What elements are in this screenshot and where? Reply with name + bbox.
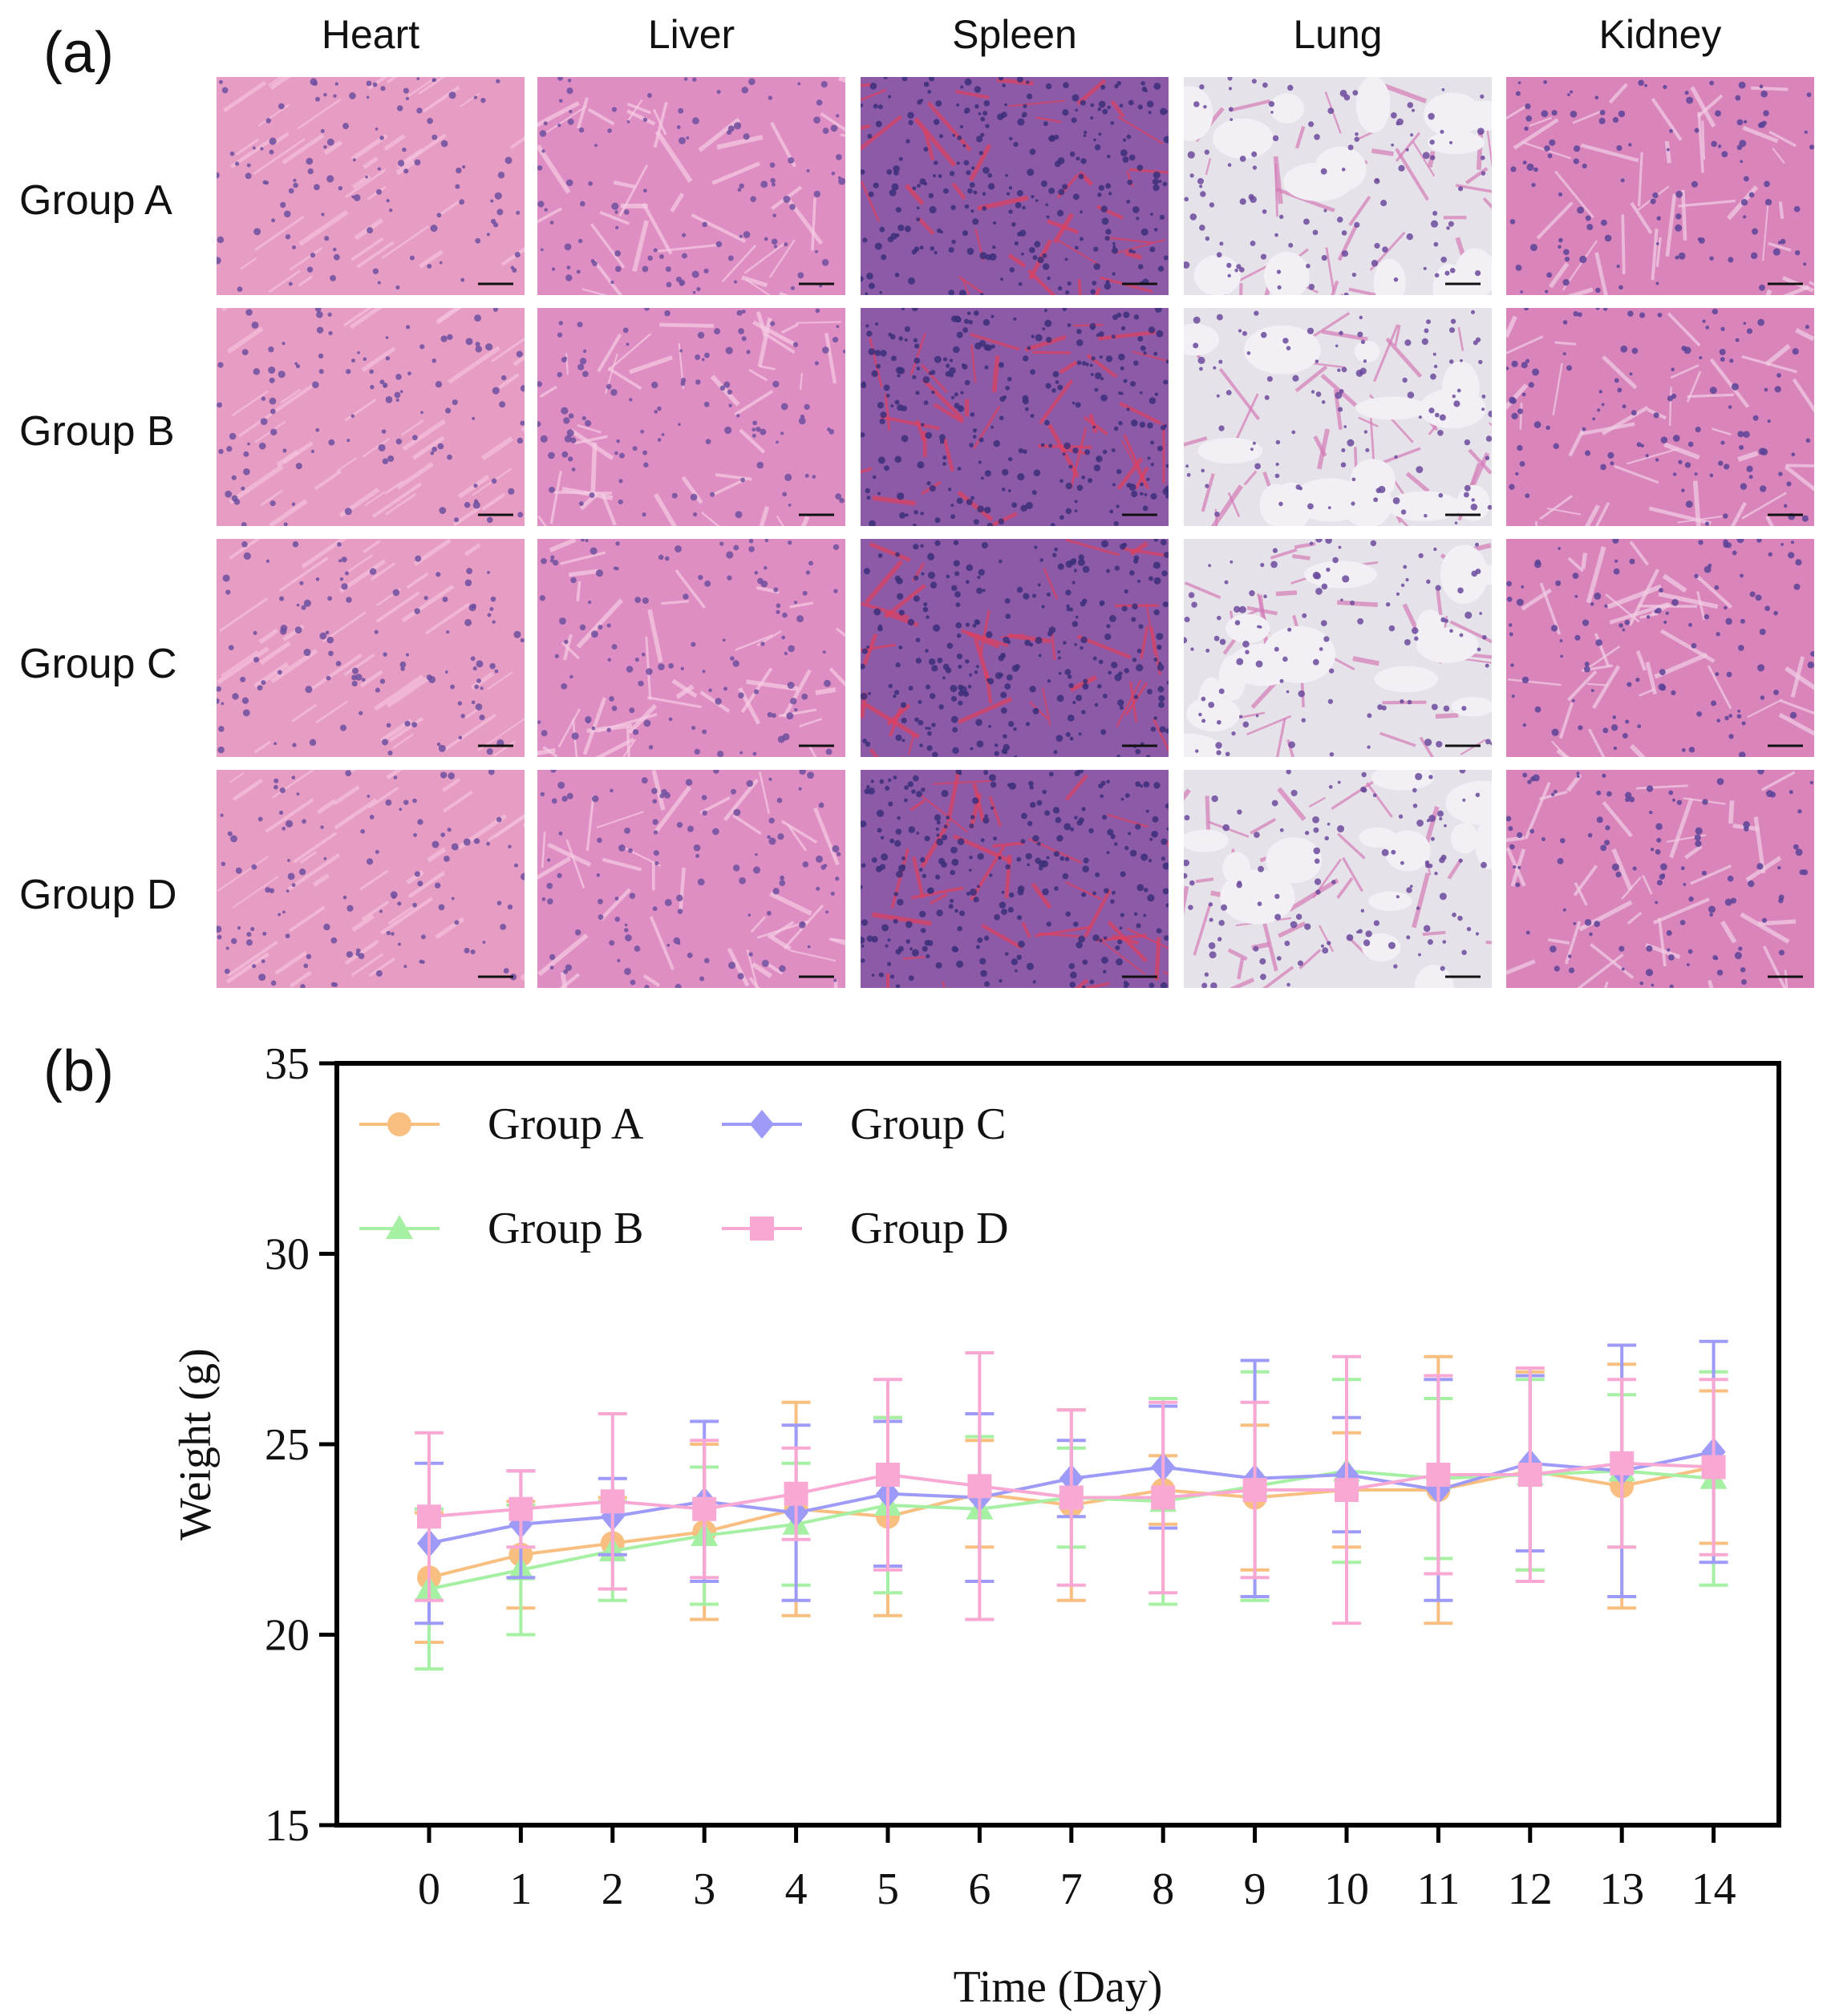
x-tick-label: 3: [693, 1864, 715, 1914]
y-tick-label: 35: [265, 1039, 310, 1089]
column-label-spleen: Spleen: [952, 12, 1077, 57]
tile-liver-group-a: [537, 77, 845, 295]
tile-heart-group-c: [217, 539, 525, 757]
x-tick-label: 6: [968, 1864, 990, 1914]
y-tick-label: 20: [265, 1611, 310, 1661]
y-axis-title: Weight (g): [171, 1348, 221, 1540]
x-tick-label: 11: [1416, 1864, 1460, 1914]
tile-spleen-group-b: [861, 308, 1169, 526]
data-point: [1517, 1463, 1542, 1487]
data-point: [1701, 1455, 1726, 1480]
legend-marker: [386, 1215, 413, 1239]
y-tick-label: 30: [265, 1230, 310, 1280]
x-tick-label: 13: [1599, 1864, 1644, 1914]
tile-liver-group-c: [537, 539, 845, 757]
column-label-heart: Heart: [321, 12, 420, 57]
x-tick-label: 0: [418, 1864, 440, 1914]
column-label-kidney: Kidney: [1598, 12, 1722, 57]
x-axis-title: Time (Day): [954, 1962, 1163, 2012]
x-tick-label: 8: [1152, 1864, 1174, 1914]
legend-label: Group D: [850, 1204, 1009, 1253]
tile-lung-group-a: [1184, 77, 1492, 295]
legend-entry-group-c: Group C: [722, 1099, 1006, 1149]
data-point: [967, 1474, 992, 1499]
tile-kidney-group-b: [1506, 308, 1814, 526]
legend-entry-group-b: Group B: [359, 1204, 643, 1253]
legend-label: Group C: [850, 1099, 1006, 1149]
legend-entry-group-a: Group A: [359, 1099, 644, 1149]
row-label-group-a: Group A: [19, 177, 172, 224]
column-label-lung: Lung: [1293, 12, 1383, 57]
data-point: [1426, 1463, 1451, 1487]
tile-liver-group-b: [537, 308, 845, 526]
legend-entry-group-d: Group D: [722, 1204, 1009, 1253]
plot-frame: [334, 1061, 1781, 1828]
row-label-group-c: Group C: [19, 641, 177, 687]
x-tick-label: 12: [1508, 1864, 1553, 1914]
tile-heart-group-b: [217, 308, 525, 526]
legend-marker: [750, 1110, 774, 1139]
tile-lung-group-d: [1184, 770, 1492, 988]
tile-spleen-group-c: [861, 539, 1169, 757]
tile-spleen-group-a: [861, 77, 1169, 295]
data-point: [1151, 1485, 1176, 1510]
x-tick-label: 5: [877, 1864, 899, 1914]
tile-kidney-group-c: [1506, 539, 1814, 757]
data-point: [1242, 1478, 1267, 1502]
row-label-group-d: Group D: [19, 872, 177, 918]
legend-marker: [750, 1216, 774, 1241]
data-point: [600, 1489, 625, 1514]
y-tick-label: 25: [265, 1420, 310, 1470]
y-tick-label: 15: [265, 1801, 310, 1851]
tile-heart-group-a: [217, 77, 525, 295]
tile-kidney-group-a: [1506, 77, 1814, 295]
x-tick-label: 7: [1060, 1864, 1083, 1914]
legend-label: Group B: [488, 1204, 643, 1253]
x-tick-label: 1: [509, 1864, 532, 1914]
tile-liver-group-d: [537, 770, 845, 988]
x-tick-label: 4: [785, 1864, 808, 1914]
data-point: [1335, 1478, 1359, 1502]
data-point: [1059, 1485, 1084, 1510]
panel-a-label: (a): [43, 21, 114, 85]
legend-label: Group A: [488, 1099, 644, 1149]
data-point: [692, 1496, 717, 1521]
data-point: [1610, 1451, 1635, 1476]
tile-heart-group-d: [217, 770, 525, 988]
data-point: [784, 1481, 808, 1506]
tile-spleen-group-d: [861, 770, 1169, 988]
legend-marker: [387, 1112, 411, 1136]
x-tick-label: 2: [602, 1864, 624, 1914]
tile-lung-group-c: [1184, 539, 1492, 757]
x-tick-label: 10: [1324, 1864, 1369, 1914]
data-point: [508, 1496, 533, 1521]
panel-b-label: (b): [43, 1039, 114, 1103]
data-point: [417, 1504, 441, 1529]
x-tick-label: 9: [1244, 1864, 1266, 1914]
x-tick-label: 14: [1691, 1864, 1736, 1914]
tile-kidney-group-d: [1506, 770, 1814, 988]
series-group-d: [415, 1351, 1728, 1625]
row-label-group-b: Group B: [19, 408, 175, 455]
tile-lung-group-b: [1184, 308, 1492, 526]
data-point: [876, 1463, 900, 1487]
column-label-liver: Liver: [647, 12, 735, 57]
